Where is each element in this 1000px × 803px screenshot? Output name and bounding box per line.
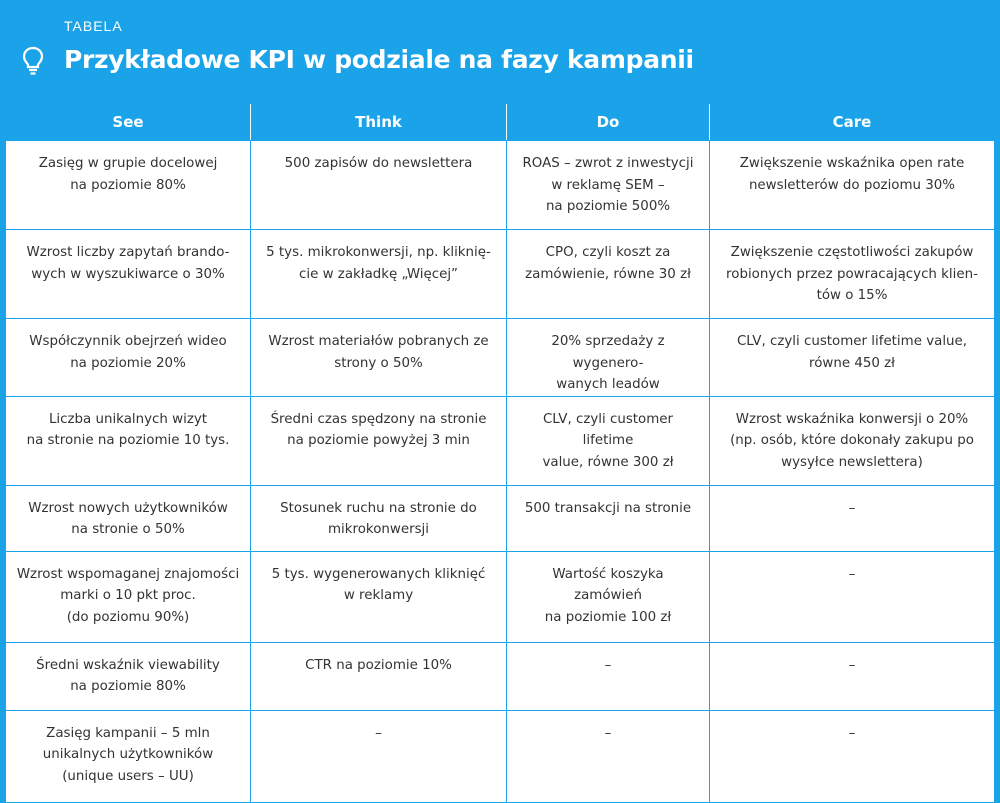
table-row: Wzrost liczby zapytań brando- wych w wys… bbox=[6, 229, 994, 318]
table-cell: 500 zapisów do newslettera bbox=[250, 140, 506, 229]
table-cell: Wzrost liczby zapytań brando- wych w wys… bbox=[6, 229, 250, 318]
table-cell: Wartość koszyka zamówień na poziomie 100… bbox=[506, 550, 709, 642]
table-cell: – bbox=[506, 709, 709, 802]
table-cell: Zwiększenie wskaźnika open rate newslett… bbox=[709, 140, 994, 229]
table-cell: Współczynnik obejrzeń wideo na poziomie … bbox=[6, 318, 250, 396]
table-cell: Wzrost nowych użytkowników na stronie o … bbox=[6, 484, 250, 551]
table-cell: 500 transakcji na stronie bbox=[506, 484, 709, 551]
page-title: Przykładowe KPI w podziale na fazy kampa… bbox=[64, 45, 694, 74]
table-cell: CLV, czyli customer lifetime value, równ… bbox=[506, 395, 709, 485]
table-row: Wzrost nowych użytkowników na stronie o … bbox=[6, 484, 994, 551]
table-cell: – bbox=[709, 550, 994, 642]
table-cell: 20% sprzedaży z wygenero- wanych leadów bbox=[506, 318, 709, 396]
table-cell: CLV, czyli customer lifetime value, równ… bbox=[709, 318, 994, 396]
table-row: Współczynnik obejrzeń wideo na poziomie … bbox=[6, 318, 994, 396]
table-cell: – bbox=[709, 641, 994, 710]
table-cell: – bbox=[709, 709, 994, 802]
table-cell: Średni czas spędzony na stronie na pozio… bbox=[250, 395, 506, 485]
table-row: Liczba unikalnych wizyt na stronie na po… bbox=[6, 395, 994, 485]
table-cell: Wzrost materiałów pobranych ze strony o … bbox=[250, 318, 506, 396]
table-row: Zasięg w grupie docelowej na poziomie 80… bbox=[6, 140, 994, 229]
table-cell: CTR na poziomie 10% bbox=[250, 641, 506, 710]
lightbulb-icon bbox=[22, 46, 44, 75]
table-cell: – bbox=[250, 709, 506, 802]
table-cell: Stosunek ruchu na stronie do mikrokonwer… bbox=[250, 484, 506, 551]
table-row: Wzrost wspomaganej znajomości marki o 10… bbox=[6, 550, 994, 642]
table-cell: Zwiększenie częstotliwości zakupów robio… bbox=[709, 229, 994, 318]
table-row: Średni wskaźnik viewability na poziomie … bbox=[6, 641, 994, 710]
table-cell: CPO, czyli koszt za zamówienie, równe 30… bbox=[506, 229, 709, 318]
table-cell: Średni wskaźnik viewability na poziomie … bbox=[6, 641, 250, 710]
table-cell: 5 tys. wygenerowanych kliknięć w reklamy bbox=[250, 550, 506, 642]
table-cell: Zasięg kampanii – 5 mln unikalnych użytk… bbox=[6, 709, 250, 802]
table-cell: Wzrost wskaźnika konwersji o 20% (np. os… bbox=[709, 395, 994, 485]
column-header-care: Care bbox=[709, 104, 994, 140]
column-header-do: Do bbox=[506, 104, 709, 140]
table-row: Zasięg kampanii – 5 mln unikalnych użytk… bbox=[6, 709, 994, 802]
column-header-see: See bbox=[6, 104, 250, 140]
header: TABELA Przykładowe KPI w podziale na faz… bbox=[0, 0, 1000, 98]
table-cell: Wzrost wspomaganej znajomości marki o 10… bbox=[6, 550, 250, 642]
column-header-think: Think bbox=[250, 104, 506, 140]
table-cell: ROAS – zwrot z inwestycji w reklamę SEM … bbox=[506, 140, 709, 229]
table-cell: – bbox=[709, 484, 994, 551]
section-kicker: TABELA bbox=[64, 18, 123, 34]
table-cell: 5 tys. mikrokonwersji, np. kliknię- cie … bbox=[250, 229, 506, 318]
table-cell: Zasięg w grupie docelowej na poziomie 80… bbox=[6, 140, 250, 229]
table-cell: Liczba unikalnych wizyt na stronie na po… bbox=[6, 395, 250, 485]
table-header-row: See Think Do Care bbox=[6, 104, 994, 140]
table-cell: – bbox=[506, 641, 709, 710]
kpi-table: See Think Do Care Zasięg w grupie docelo… bbox=[6, 104, 994, 802]
